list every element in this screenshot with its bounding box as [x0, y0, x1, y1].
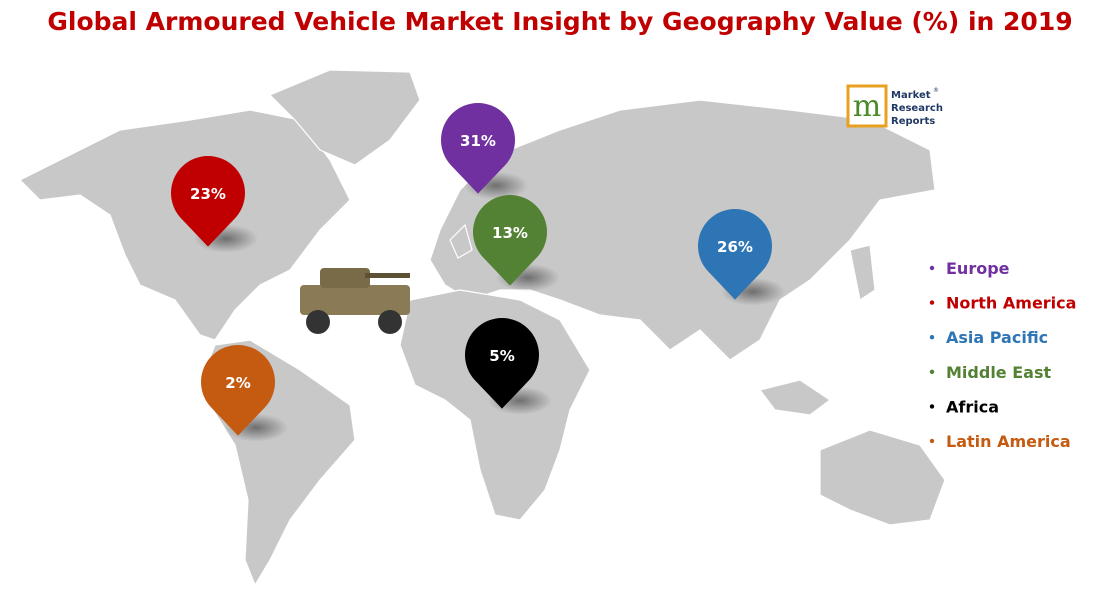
logo-text: Reports	[891, 116, 935, 127]
armoured-vehicle	[300, 268, 410, 334]
logo-registered: ®	[933, 87, 939, 94]
legend: Europe North America Asia Pacific Middle Ea…	[929, 259, 1076, 451]
greenland	[268, 69, 421, 166]
logo-mark: m	[853, 89, 881, 124]
pin: 26%	[698, 209, 785, 306]
legend-bullet	[929, 369, 935, 374]
legend-label: North America	[946, 294, 1076, 313]
pins: 31% 23% 13% 26% 5% 2%	[171, 103, 785, 442]
islands	[449, 223, 876, 416]
title: Global Armoured Vehicle Market Insight b…	[47, 7, 1072, 36]
pin: 2%	[200, 345, 288, 442]
legend-bullet	[929, 335, 935, 340]
legend-label: Latin America	[946, 432, 1071, 451]
pin-shape	[465, 318, 540, 409]
logo-text: Research	[891, 103, 943, 114]
legend-label: Africa	[946, 397, 999, 416]
pin-label: 13%	[492, 224, 528, 242]
pin: 31%	[441, 103, 528, 200]
legend-label: Asia Pacific	[946, 328, 1048, 347]
legend-bullet	[929, 404, 935, 409]
legend-bullet	[929, 265, 935, 271]
legend-label: Europe	[946, 259, 1010, 278]
pin-label: 23%	[190, 185, 226, 203]
north-america	[18, 109, 351, 341]
logo-text: Market	[891, 90, 931, 101]
pin: 5%	[465, 318, 552, 415]
logo: m Market ® Research Reports	[846, 84, 943, 128]
pin: 23%	[171, 156, 258, 253]
pin-label: 5%	[489, 347, 514, 365]
pin-label: 26%	[717, 238, 753, 256]
pin-label: 31%	[460, 132, 496, 150]
legend-label: Middle East	[946, 363, 1051, 382]
legend-bullet	[929, 300, 935, 305]
pin-shape	[200, 345, 275, 436]
pin: 13%	[473, 195, 560, 292]
pin-shape	[473, 195, 547, 286]
logo-box	[846, 84, 888, 128]
legend-bullet	[929, 438, 935, 444]
pin-shape	[698, 209, 772, 300]
pin-label: 2%	[225, 374, 250, 392]
pin-shape	[171, 156, 246, 247]
australia	[819, 429, 946, 526]
pin-shape	[441, 103, 515, 194]
